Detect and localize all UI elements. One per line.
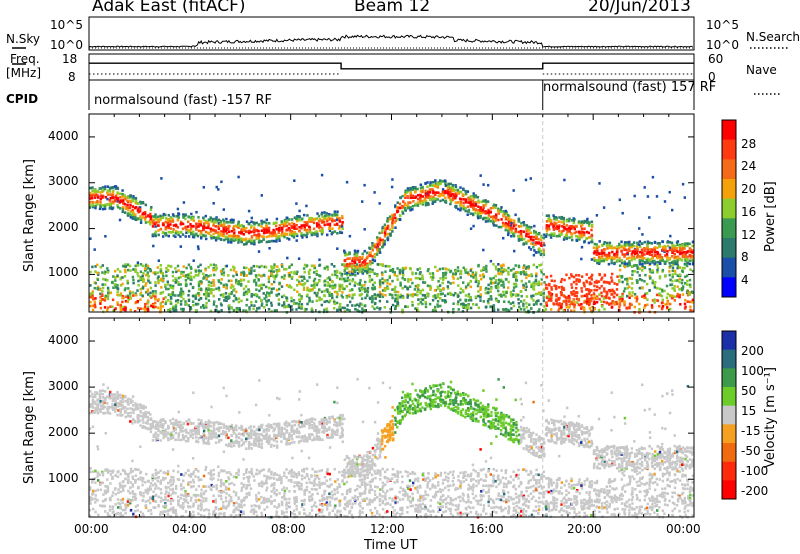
- noise-sky-series: [88, 34, 693, 48]
- power-colorbar-swatch: [722, 159, 736, 180]
- power-y-axis-label: Slant Range [km]: [22, 159, 37, 272]
- velocity-colorbar-swatch: [722, 387, 736, 406]
- velocity-colorbar-swatch: [722, 480, 736, 500]
- power-y-tick-4000: 4000: [48, 129, 79, 143]
- power-y-tick-2000: 2000: [48, 220, 79, 234]
- freq-series: [89, 62, 694, 70]
- power-cb-tick-4: 4: [741, 273, 749, 287]
- power-cb-tick-28: 28: [741, 137, 757, 151]
- velocity-y-tick-2000: 2000: [48, 425, 79, 439]
- velocity-colorbar-swatch: [722, 443, 736, 462]
- power-cb-tick-16: 16: [741, 205, 757, 219]
- freq-label: Freq.: [10, 52, 40, 66]
- velocity-cb-tick-neg15: -15: [741, 424, 761, 438]
- velocity-cb-tick-neg200: -200: [741, 484, 769, 498]
- cpid-label: CPID: [6, 92, 39, 106]
- x-tick-0: 00:00: [74, 522, 109, 536]
- power-cb-tick-12: 12: [741, 228, 757, 242]
- velocity-colorbar-swatch: [722, 349, 736, 369]
- x-tick-5: 20:00: [567, 522, 602, 536]
- power-colorbar-frame: [721, 119, 737, 298]
- nave-label: Nave: [746, 63, 777, 77]
- power-colorbar-swatch: [722, 120, 736, 140]
- velocity-y-tick-1000: 1000: [48, 471, 79, 485]
- noise-left-tick-top: 10^5: [50, 18, 83, 32]
- velocity-cb-tick-200: 200: [741, 344, 764, 358]
- nave-right-tick-top: 60: [708, 52, 724, 66]
- freq-left-tick-top: 18: [62, 52, 78, 66]
- power-y-tick-3000: 3000: [48, 174, 79, 188]
- velocity-cb-tick-neg100: -100: [741, 464, 769, 478]
- noise-right-tick-top: 10^5: [706, 18, 739, 32]
- x-tick-2: 08:00: [271, 522, 306, 536]
- freq-unit-label: [MHz]: [6, 66, 42, 80]
- power-colorbar-swatch: [722, 238, 736, 258]
- freq-panel-frame: [88, 53, 695, 81]
- velocity-colorbar-swatch: [722, 424, 736, 444]
- x-axis-label: Time UT: [364, 538, 418, 553]
- power-y-tick-1000: 1000: [48, 265, 79, 279]
- velocity-colorbar-label: Velocity [m s⁻¹]: [763, 367, 778, 468]
- velocity-colorbar-frame: [721, 330, 737, 500]
- noise-left-tick-bottom: 10^0: [50, 38, 83, 52]
- noise-panel-frame: [88, 16, 695, 51]
- n-search-label: N.Search: [746, 30, 800, 44]
- velocity-cb-tick-neg50: -50: [741, 444, 761, 458]
- x-tick-4: 16:00: [469, 522, 504, 536]
- velocity-y-axis-label: Slant Range [km]: [22, 371, 37, 484]
- x-tick-6: 00:00: [666, 522, 701, 536]
- power-colorbar-swatch: [722, 218, 736, 239]
- cpid-segment-1: normalsound (fast) -157 RF: [94, 93, 272, 108]
- x-tick-3: 12:00: [370, 522, 405, 536]
- velocity-colorbar-swatch: [722, 461, 736, 481]
- n-sky-label: N.Sky: [6, 32, 41, 46]
- x-tick-1: 04:00: [172, 522, 207, 536]
- velocity-colorbar-swatch: [722, 331, 736, 350]
- velocity-y-tick-4000: 4000: [48, 333, 79, 347]
- velocity-y-tick-3000: 3000: [48, 379, 79, 393]
- date-title: 20/Jun/2013: [588, 0, 691, 16]
- velocity-cb-tick-15: 15: [741, 404, 757, 418]
- power-colorbar-swatch: [722, 139, 736, 160]
- velocity-cb-tick-100: 100: [741, 364, 764, 378]
- velocity-panel-frame: [88, 317, 695, 518]
- radar-title: Adak East (fitACF): [92, 0, 246, 16]
- power-colorbar-label: Power [dB]: [763, 181, 778, 252]
- power-colorbar-swatch: [722, 257, 736, 278]
- cpid-segment-2: normalsound (fast) 157 RF: [543, 80, 717, 95]
- power-colorbar-swatch: [722, 198, 736, 219]
- power-cb-tick-8: 8: [741, 250, 749, 264]
- power-colorbar-swatch: [722, 179, 736, 199]
- power-cb-tick-20: 20: [741, 182, 757, 196]
- velocity-colorbar-swatch: [722, 368, 736, 388]
- nave-right-tick-bottom: 0: [708, 70, 716, 84]
- power-scatter: [88, 173, 695, 314]
- power-colorbar-swatch: [722, 277, 736, 298]
- velocity-scatter: [88, 378, 695, 519]
- velocity-colorbar-swatch: [722, 405, 736, 425]
- noise-right-tick-bottom: 10^0: [706, 38, 739, 52]
- freq-left-tick-bottom: 8: [68, 70, 76, 84]
- power-cb-tick-24: 24: [741, 159, 757, 173]
- velocity-cb-tick-50: 50: [741, 384, 757, 398]
- beam-title: Beam 12: [354, 0, 431, 16]
